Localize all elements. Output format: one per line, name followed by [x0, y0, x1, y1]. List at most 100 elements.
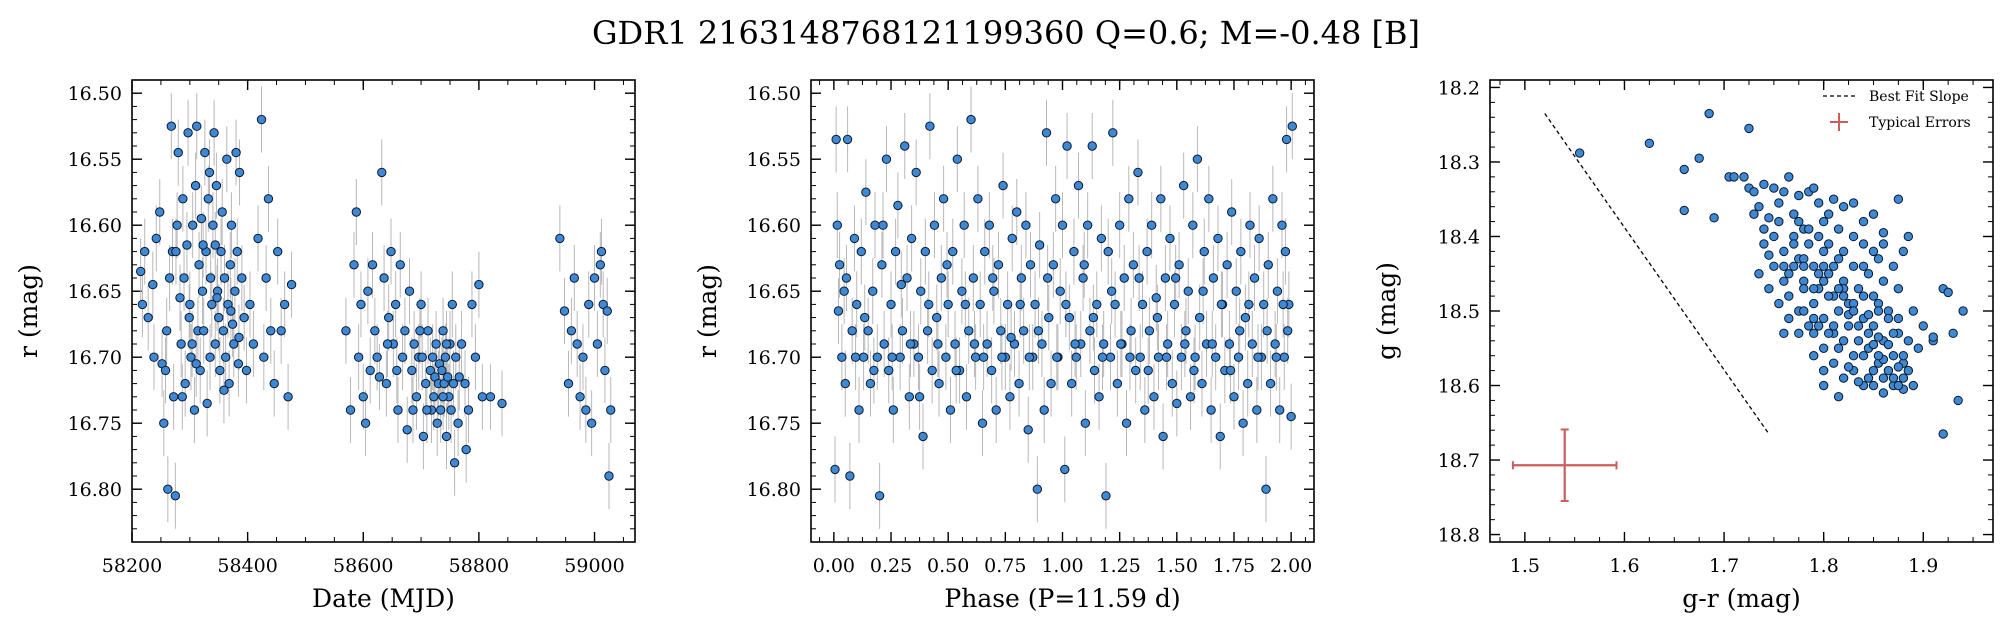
data-point [409, 339, 419, 349]
data-point [1252, 405, 1262, 415]
data-point [1174, 260, 1184, 270]
data-point [220, 352, 231, 362]
data-point [1794, 328, 1804, 339]
data-point [441, 339, 452, 349]
data-point [592, 339, 603, 349]
data-point [1137, 299, 1148, 310]
data-point [1813, 269, 1824, 279]
data-point [345, 405, 356, 415]
data-point [454, 372, 464, 382]
data-point [1804, 224, 1814, 234]
data-point [1271, 352, 1281, 362]
data-point [1779, 328, 1789, 339]
data-point [1279, 352, 1289, 362]
data-point [1240, 312, 1251, 323]
data-point [227, 319, 238, 329]
x-tick-label: 0.75 [984, 555, 1026, 577]
data-point [854, 405, 864, 415]
data-point [237, 273, 247, 283]
data-point [914, 392, 925, 402]
data-point [198, 240, 208, 250]
data-point [916, 286, 926, 296]
data-point [984, 220, 995, 230]
y-tick-label: 16.70 [68, 347, 122, 369]
data-point [969, 339, 980, 349]
data-point [1194, 312, 1205, 323]
data-point [1046, 378, 1056, 389]
data-point [404, 286, 415, 296]
data-point [1809, 313, 1819, 324]
data-point [1744, 123, 1754, 134]
data-point [1198, 286, 1208, 296]
data-point [155, 207, 165, 217]
data-point [1809, 328, 1819, 339]
data-point [1121, 418, 1132, 428]
data-point [834, 260, 845, 270]
data-point [1006, 332, 1016, 343]
data-point [1007, 233, 1017, 244]
data-point [148, 279, 158, 290]
data-point [1254, 233, 1264, 244]
y-tick-label: 16.80 [68, 479, 122, 501]
data-point [283, 392, 293, 402]
data-point [384, 312, 394, 323]
data-point [1833, 283, 1844, 294]
data-point [1042, 273, 1053, 283]
data-point [248, 339, 259, 349]
data-point [408, 405, 418, 415]
data-point [1799, 261, 1809, 271]
x-tick-label: 2.00 [1270, 555, 1312, 577]
data-point [397, 352, 408, 362]
data-point [210, 339, 220, 349]
data-point [1789, 239, 1799, 249]
data-point [584, 299, 594, 310]
data-point [191, 359, 201, 369]
data-point [447, 299, 458, 310]
data-point [1097, 352, 1108, 362]
data-point [950, 339, 960, 349]
data-point [1813, 321, 1824, 331]
x-tick-label: 0.25 [870, 555, 912, 577]
data-point [1229, 392, 1239, 402]
data-point [1247, 339, 1257, 349]
data-point [1151, 293, 1161, 303]
data-point [422, 405, 432, 415]
data-point [386, 246, 396, 257]
data-point [920, 246, 931, 257]
data-point [460, 378, 470, 389]
data-point [595, 260, 606, 270]
data-point [1283, 326, 1293, 336]
y-axis-label: r (mag) [693, 264, 722, 358]
data-point [1034, 240, 1045, 250]
data-point [1281, 134, 1292, 145]
data-point [1094, 392, 1104, 402]
data-point [572, 339, 582, 349]
data-point [1818, 246, 1829, 257]
data-point [159, 418, 169, 428]
data-point [1207, 339, 1217, 349]
data-point [168, 392, 179, 402]
data-point [961, 392, 972, 402]
data-point [1888, 261, 1899, 271]
data-point [1898, 373, 1909, 383]
data-point [847, 326, 857, 336]
data-point [996, 326, 1006, 336]
data-point [216, 246, 226, 257]
data-point [1784, 313, 1794, 324]
data-point [960, 299, 971, 310]
data-point [878, 220, 888, 230]
data-point [934, 378, 944, 389]
data-point [1204, 194, 1214, 204]
data-point [179, 273, 189, 283]
data-point [1918, 321, 1928, 331]
data-point [164, 273, 175, 283]
data-point [1893, 362, 1904, 372]
data-point [256, 114, 267, 125]
data-point [896, 279, 907, 290]
data-point [232, 246, 242, 257]
data-point [1012, 207, 1022, 217]
data-point [286, 279, 297, 290]
data-point [194, 260, 204, 270]
data-point [977, 418, 988, 428]
data-point [186, 352, 196, 362]
